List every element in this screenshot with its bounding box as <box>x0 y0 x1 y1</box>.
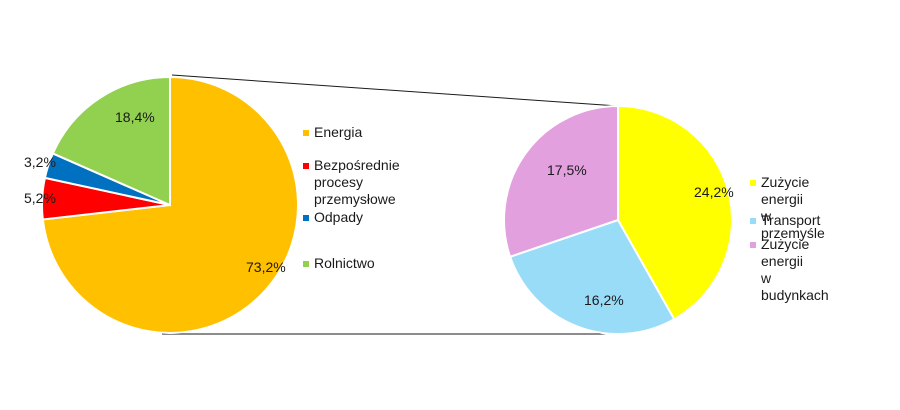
legend2-item-0: Zużycie energii w przemyśle <box>750 174 825 242</box>
legend-swatch-icon <box>750 180 756 186</box>
legend-swatch-icon <box>303 130 309 136</box>
pie1-data-label-2: 3,2% <box>24 154 56 170</box>
legend1-item-3: Rolnictwo <box>303 255 375 272</box>
legend2-item-1: Transport <box>750 212 820 229</box>
legend-swatch-icon <box>303 215 309 221</box>
legend2-item-2: Zużycie energii w budynkach <box>750 236 829 304</box>
legend-label: Energia <box>314 124 363 140</box>
legend-label: Bezpośrednie procesy przemysłowe <box>314 157 400 207</box>
legend-swatch-icon <box>303 261 309 267</box>
pie2-slice-0 <box>617 104 733 321</box>
legend1-item-1: Bezpośrednie procesy przemysłowe <box>303 157 400 208</box>
pie2-slice-1 <box>508 218 676 335</box>
legend-label: Zużycie energii w przemyśle <box>761 174 825 241</box>
pie2-slice-2 <box>503 104 619 259</box>
legend-swatch-icon <box>750 242 756 248</box>
pie1-data-label-3: 18,4% <box>115 109 155 125</box>
pie1-slice-3 <box>51 75 171 207</box>
pie2-data-label-2: 17,5% <box>547 162 587 178</box>
pie-chart-energy-breakdown: 24,2% 16,2% 17,5% <box>503 104 734 335</box>
pie1-data-label-1: 5,2% <box>24 190 56 206</box>
legend-swatch-icon <box>303 163 309 169</box>
legend-swatch-icon <box>750 218 756 224</box>
connector-line-top <box>171 74 619 107</box>
legend1-item-2: Odpady <box>303 209 363 226</box>
pie1-data-label-0: 73,2% <box>246 259 286 275</box>
pie2-data-label-0: 24,2% <box>694 184 734 200</box>
pie2-data-label-1: 16,2% <box>584 292 624 308</box>
pie-chart-main: 73,2% 5,2% 3,2% 18,4% <box>24 75 299 334</box>
legend-label: Transport <box>761 212 821 228</box>
legend1-item-0: Energia <box>303 124 362 141</box>
legend-label: Rolnictwo <box>314 255 375 271</box>
legend-label: Odpady <box>314 209 364 225</box>
legend-label: Zużycie energii w budynkach <box>761 236 829 303</box>
